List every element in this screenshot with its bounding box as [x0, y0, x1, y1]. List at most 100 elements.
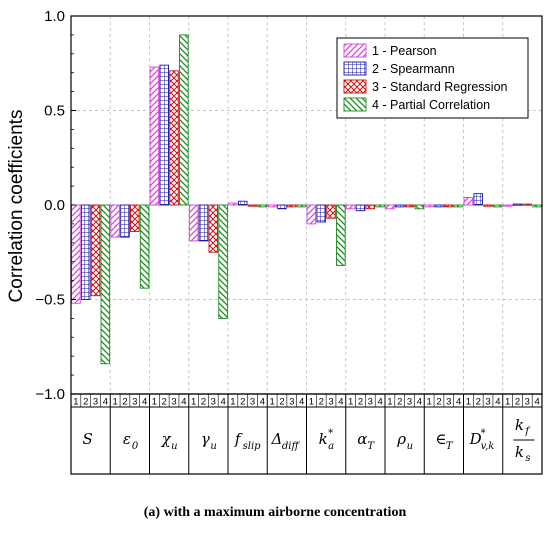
category-symbol: Δ: [270, 430, 282, 448]
series-index-label: 2: [122, 397, 127, 408]
category-symbol: γ: [201, 430, 210, 448]
bar-2-cat-8: [355, 204, 366, 212]
bar-3-cat-9: [404, 204, 415, 208]
series-index-label: 2: [436, 397, 441, 408]
legend-swatch-4: [343, 97, 367, 112]
bar-4-cat-8: [375, 204, 385, 208]
bar-1-cat-3: [149, 66, 160, 206]
bar-3-cat-8: [365, 204, 376, 210]
bar-1-cat-5: [228, 202, 238, 206]
bar-4-cat-11: [493, 204, 503, 208]
category-numerator: k: [515, 416, 524, 434]
category-subscript: diff: [282, 441, 301, 452]
bar-1-cat-2: [110, 204, 120, 238]
bar-2-cat-5: [237, 200, 248, 206]
series-index-label: 1: [191, 397, 196, 408]
category-subscript: u: [407, 441, 413, 452]
series-index-label: 1: [505, 397, 510, 408]
bar-1-cat-11: [463, 196, 474, 206]
series-index-label: 2: [279, 397, 284, 408]
series-index-label: 2: [476, 397, 481, 408]
bar-1-cat-9: [385, 204, 395, 210]
category-label-12: k fk s: [513, 416, 535, 464]
legend-swatch-2: [343, 61, 367, 76]
bar-3-cat-12: [522, 203, 533, 206]
category-label-11: D* v,k: [469, 428, 495, 452]
category-subscript: T: [367, 441, 375, 452]
bar-2-cat-4: [198, 204, 209, 242]
bar-1-cat-1: [71, 204, 81, 304]
series-index-label: 2: [162, 397, 167, 408]
series-index-label: 2: [240, 397, 245, 408]
series-index-label: 2: [83, 397, 88, 408]
y-axis-title: Correlation coefficients: [6, 110, 27, 303]
bar-1-cat-8: [345, 204, 356, 210]
bar-2-cat-3: [159, 64, 169, 206]
bar-2-cat-2: [120, 204, 130, 238]
category-denominator-sub: s: [525, 453, 530, 464]
bar-1-cat-12: [502, 204, 513, 207]
y-tick-label: 0.5: [44, 103, 65, 120]
legend-label-4: 4 - Partial Correlation: [372, 98, 490, 112]
series-index-label: 1: [113, 397, 118, 408]
category-superscript: *: [481, 428, 486, 439]
category-numerator-sub: f: [524, 426, 531, 437]
legend-swatch-3: [343, 79, 367, 94]
series-index-label: 1: [466, 397, 471, 408]
legend-label-3: 3 - Standard Regression: [372, 80, 508, 94]
series-index-label: 3: [328, 397, 333, 408]
y-tick-label: −0.5: [35, 292, 65, 309]
series-index-label: 4: [417, 397, 422, 408]
series-index-label: 3: [485, 397, 490, 408]
category-label-1: S: [82, 430, 92, 448]
bar-3-cat-10: [444, 204, 454, 208]
series-index-label: 1: [427, 397, 432, 408]
legend-label-2: 2 - Spearmann: [372, 62, 455, 76]
series-index-label: 2: [319, 397, 324, 408]
category-symbol: ρ: [396, 430, 406, 448]
category-symbol: χ: [161, 430, 172, 448]
category-superscript: *: [328, 428, 333, 439]
series-index-label: 4: [377, 397, 382, 408]
legend-box: [336, 37, 529, 119]
bar-2-cat-6: [277, 204, 287, 210]
bar-3-cat-5: [247, 204, 258, 207]
bar-2-cat-9: [394, 204, 405, 208]
bar-4-cat-10: [453, 204, 464, 208]
series-index-label: 4: [142, 397, 147, 408]
series-index-label: 1: [270, 397, 275, 408]
series-index-label: 3: [93, 397, 98, 408]
bar-2-cat-12: [512, 203, 523, 206]
bar-3-cat-3: [169, 70, 179, 206]
category-label-7: k * a: [319, 428, 335, 452]
bar-2-cat-1: [80, 204, 91, 300]
series-index-label: 3: [211, 397, 216, 408]
series-index-label: 3: [446, 397, 451, 408]
bar-4-cat-7: [336, 204, 346, 266]
series-index-label: 3: [171, 397, 176, 408]
bar-4-cat-3: [179, 34, 189, 206]
series-index-label: 1: [348, 397, 353, 408]
category-subscript: 0: [132, 441, 139, 452]
bar-1-cat-10: [424, 204, 434, 208]
series-index-label: 4: [181, 397, 186, 408]
bar-1-cat-7: [306, 204, 317, 225]
series-index-label: 2: [358, 397, 363, 408]
y-tick-label: 1.0: [44, 8, 65, 25]
bar-2-cat-7: [316, 204, 326, 223]
legend: 1 - Pearson 2 - Spearmann 3 - Standard Reg…: [336, 37, 529, 119]
category-symbol: D: [469, 430, 482, 448]
category-subscript: u: [171, 441, 177, 452]
category-symbol: f: [234, 430, 243, 448]
category-denominator: k: [515, 443, 524, 461]
series-index-label: 1: [230, 397, 235, 408]
series-index-label: 4: [456, 397, 461, 408]
category-subscript: v,k: [481, 441, 495, 452]
bar-3-cat-6: [287, 204, 297, 208]
bar-3-cat-1: [90, 204, 101, 297]
series-index-label: 2: [201, 397, 206, 408]
category-subscript: slip: [243, 441, 262, 452]
